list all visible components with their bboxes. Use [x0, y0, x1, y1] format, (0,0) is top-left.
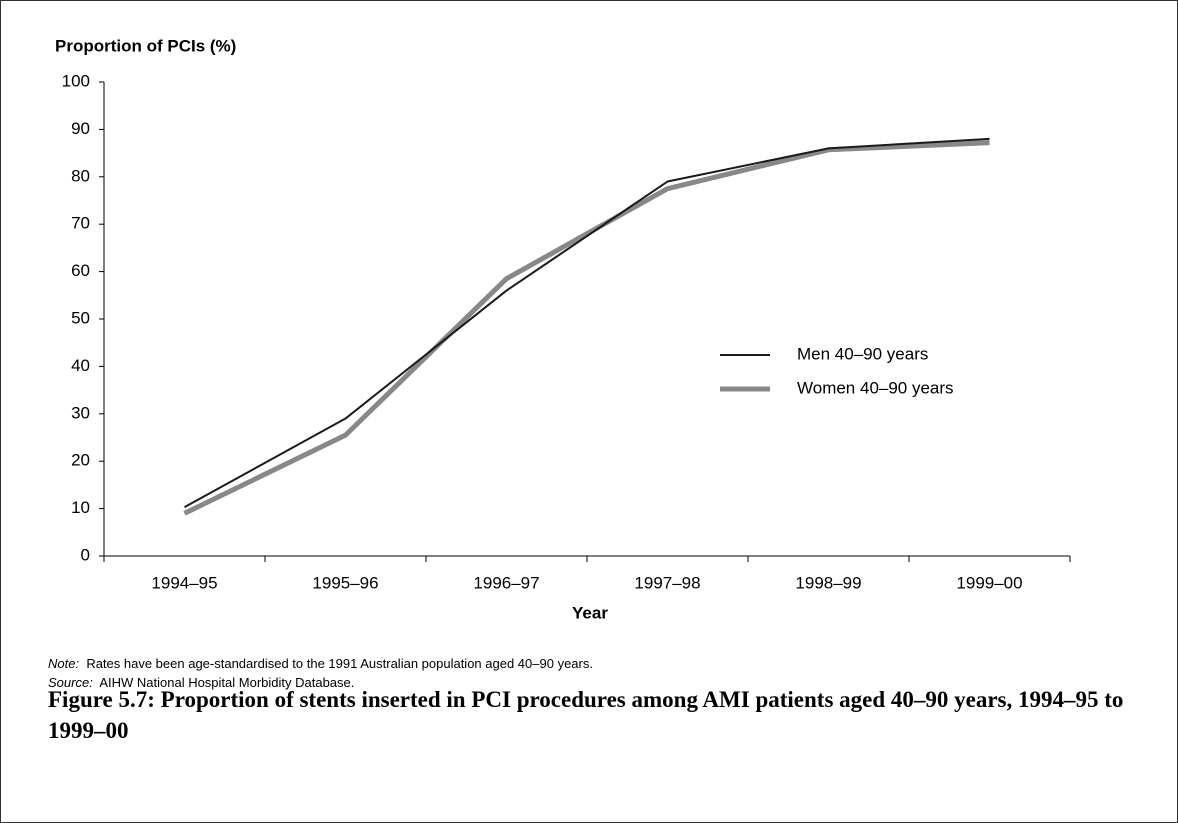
- source-label: Source:: [48, 675, 93, 690]
- legend-label: Men 40–90 years: [797, 344, 928, 363]
- series-line: [183, 140, 990, 516]
- y-tick-label: 20: [71, 451, 90, 470]
- caption: Figure 5.7: Proportion of stents inserte…: [48, 687, 1124, 743]
- y-axis-title: Proportion of PCIs (%): [55, 36, 236, 55]
- y-tick-label: 80: [71, 166, 90, 185]
- y-tick-label: 90: [71, 119, 90, 138]
- y-tick-label: 60: [71, 261, 90, 280]
- y-tick-label: 30: [71, 403, 90, 422]
- y-tick-label: 50: [71, 308, 90, 327]
- x-tick-label: 1999–00: [956, 573, 1022, 592]
- source-text: AIHW National Hospital Morbidity Databas…: [99, 675, 355, 690]
- note: Note: Rates have been age-standardised t…: [48, 656, 593, 671]
- y-tick-label: 40: [71, 356, 90, 375]
- y-tick-label: 70: [71, 214, 90, 233]
- y-tick-label: 10: [71, 498, 90, 517]
- y-tick-label: 0: [81, 545, 90, 564]
- source: Source: AIHW National Hospital Morbidity…: [48, 675, 354, 690]
- note-label: Note:: [48, 656, 80, 671]
- note-text: Rates have been age-standardised to the …: [86, 656, 593, 671]
- x-tick-label: 1995–96: [312, 573, 378, 592]
- x-tick-label: 1997–98: [634, 573, 700, 592]
- x-axis-title: Year: [572, 603, 608, 622]
- x-tick-label: 1998–99: [795, 573, 861, 592]
- legend-label: Women 40–90 years: [797, 378, 954, 397]
- x-tick-label: 1996–97: [473, 573, 539, 592]
- series-line: [184, 137, 990, 509]
- y-tick-label: 100: [62, 71, 90, 90]
- x-tick-label: 1994–95: [151, 573, 217, 592]
